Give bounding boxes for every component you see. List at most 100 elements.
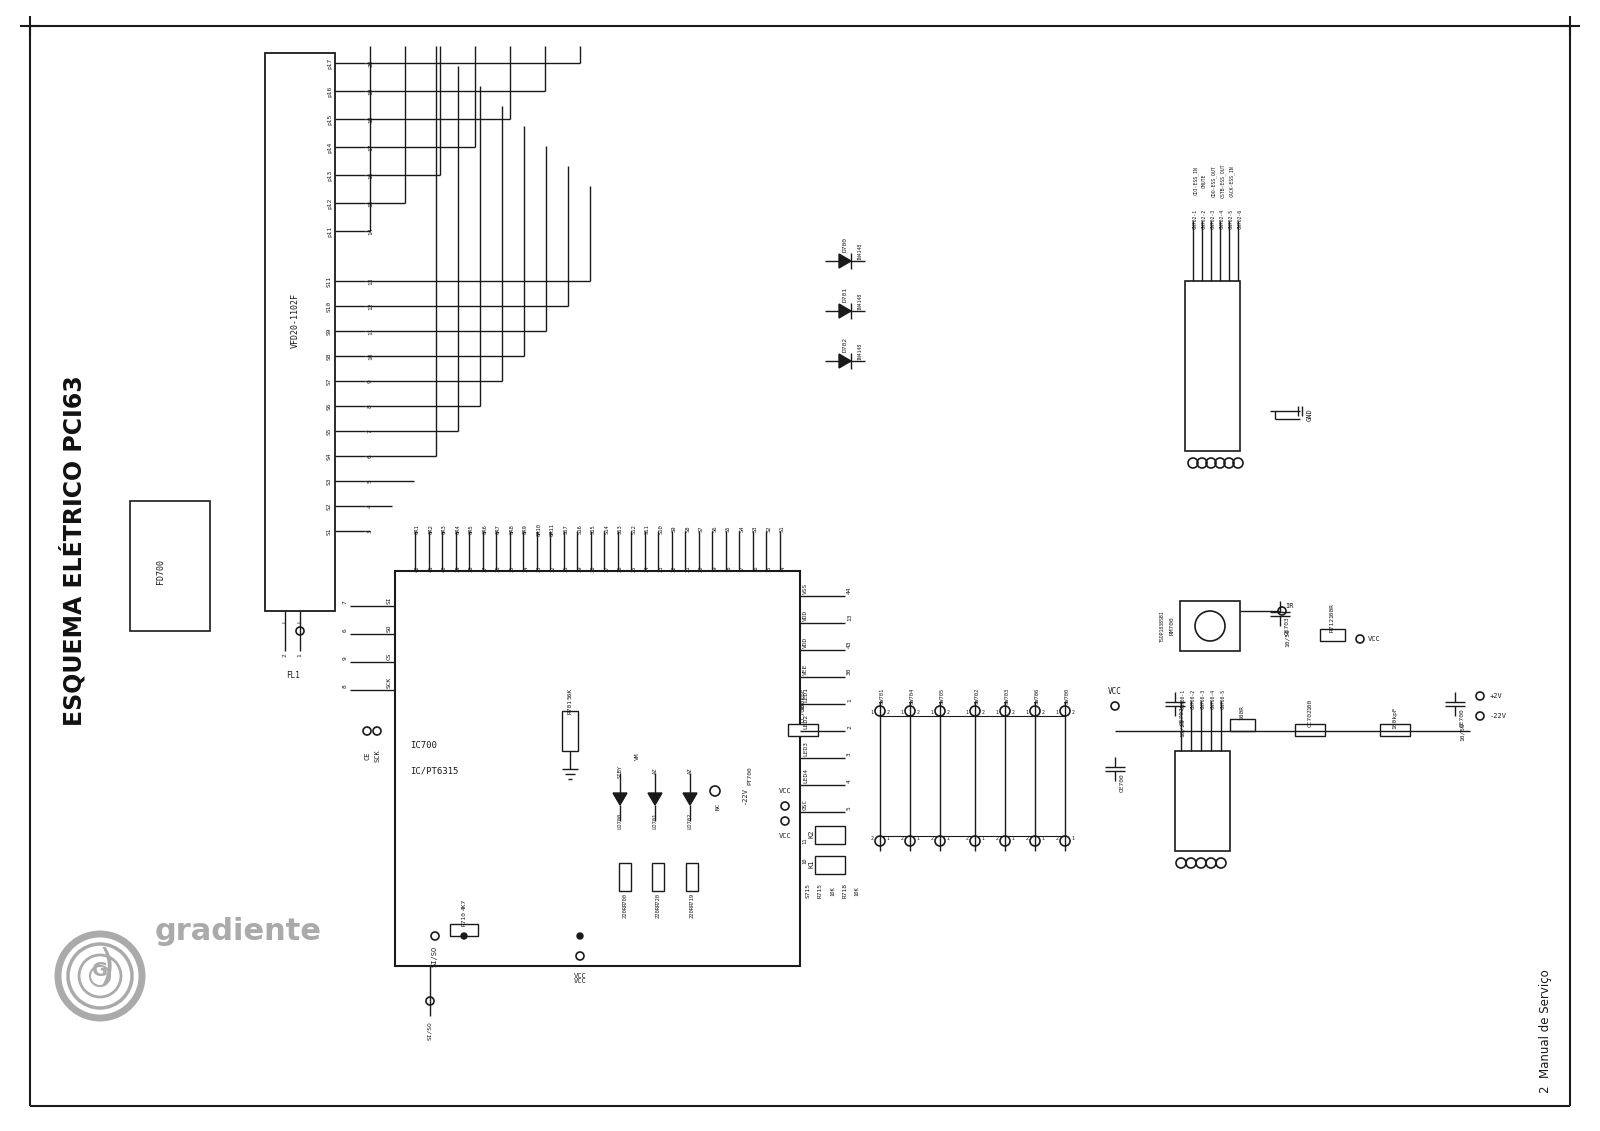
Text: gradiente: gradiente xyxy=(155,916,322,946)
Text: ): ) xyxy=(99,947,115,988)
Text: GR6: GR6 xyxy=(483,524,488,534)
Text: 4K7: 4K7 xyxy=(461,898,467,909)
Text: 29: 29 xyxy=(578,566,582,572)
Text: 1: 1 xyxy=(870,710,874,716)
Text: 2: 2 xyxy=(995,837,998,841)
Text: R715: R715 xyxy=(818,883,822,898)
Text: 18: 18 xyxy=(726,566,731,572)
Text: 33: 33 xyxy=(536,566,542,572)
Text: VCC: VCC xyxy=(1109,687,1122,696)
Text: VDD: VDD xyxy=(803,610,808,621)
Text: 3: 3 xyxy=(846,752,851,756)
Text: SW702: SW702 xyxy=(974,688,979,705)
Text: CN702-6: CN702-6 xyxy=(1238,209,1243,230)
Bar xyxy=(787,724,818,736)
Text: S10: S10 xyxy=(658,524,664,534)
Text: SCK: SCK xyxy=(374,750,381,762)
Text: 25: 25 xyxy=(632,566,637,572)
Text: SI: SI xyxy=(387,596,392,604)
Text: 1: 1 xyxy=(1072,837,1075,841)
Text: NC: NC xyxy=(715,802,720,810)
Text: S7: S7 xyxy=(326,378,333,385)
Text: 5: 5 xyxy=(846,806,851,810)
Text: CE: CE xyxy=(365,752,370,760)
Text: 1N4148: 1N4148 xyxy=(858,343,862,360)
Text: -22V: -22V xyxy=(742,787,749,804)
Text: CN702-2: CN702-2 xyxy=(1202,209,1206,230)
Text: VEE: VEE xyxy=(803,664,808,675)
Text: 20: 20 xyxy=(368,59,373,67)
Text: CN702-5: CN702-5 xyxy=(1229,209,1234,230)
Text: 12: 12 xyxy=(368,302,373,310)
Text: CN700-1: CN700-1 xyxy=(1181,689,1186,709)
Bar xyxy=(450,924,478,936)
Text: 56K: 56K xyxy=(568,688,573,699)
Text: 2: 2 xyxy=(283,653,288,657)
Text: 44: 44 xyxy=(846,587,851,594)
Bar xyxy=(1320,629,1346,641)
Text: 1N4148: 1N4148 xyxy=(858,293,862,310)
Text: K1: K1 xyxy=(810,860,814,869)
Text: 1: 1 xyxy=(947,837,949,841)
Text: LED4: LED4 xyxy=(803,768,808,783)
Bar xyxy=(395,571,800,966)
Text: D702: D702 xyxy=(843,337,848,353)
Text: 100R: 100R xyxy=(1240,706,1245,720)
Polygon shape xyxy=(613,793,627,805)
Text: 32: 32 xyxy=(550,566,555,572)
Text: S8: S8 xyxy=(685,526,690,533)
Text: D701: D701 xyxy=(843,287,848,302)
Text: S9: S9 xyxy=(672,526,677,533)
Text: CN700-3: CN700-3 xyxy=(1202,689,1206,709)
Bar xyxy=(814,826,845,844)
Polygon shape xyxy=(683,793,698,805)
Text: S11: S11 xyxy=(645,524,650,534)
Text: VDD: VDD xyxy=(803,637,808,648)
Text: 10/25: 10/25 xyxy=(1181,718,1186,737)
Text: AZ: AZ xyxy=(688,768,693,775)
Text: GR5: GR5 xyxy=(469,524,474,534)
Text: LD700: LD700 xyxy=(618,813,622,829)
Text: 10/50: 10/50 xyxy=(1459,723,1466,742)
Text: 40: 40 xyxy=(442,566,446,572)
Text: OSC: OSC xyxy=(803,798,808,810)
Bar xyxy=(653,863,664,891)
Text: 220R: 220R xyxy=(690,905,694,917)
Text: 2  Manual de Serviço: 2 Manual de Serviço xyxy=(1539,969,1552,1093)
Text: SI/SO: SI/SO xyxy=(427,1021,432,1039)
Text: TSOP1838SBI: TSOP1838SBI xyxy=(1160,611,1165,641)
Text: GR1: GR1 xyxy=(414,524,419,534)
Text: 2: 2 xyxy=(1042,710,1045,716)
Text: 1: 1 xyxy=(1042,837,1045,841)
Text: S5: S5 xyxy=(326,428,333,434)
Text: L: L xyxy=(298,619,302,623)
Text: S4: S4 xyxy=(326,452,333,459)
Text: 2: 2 xyxy=(947,710,949,716)
Text: 1N4148: 1N4148 xyxy=(858,242,862,260)
Text: S14: S14 xyxy=(605,524,610,534)
Text: 2: 2 xyxy=(886,710,890,716)
Text: 10: 10 xyxy=(368,352,373,360)
Text: ESQUEMA ELÉTRICO PCI63: ESQUEMA ELÉTRICO PCI63 xyxy=(59,375,86,726)
Bar xyxy=(1186,280,1240,451)
Text: 1: 1 xyxy=(298,653,302,657)
Text: S1: S1 xyxy=(326,527,333,535)
Bar xyxy=(686,863,698,891)
Text: S5: S5 xyxy=(726,526,731,533)
Text: GR7: GR7 xyxy=(496,524,501,534)
Text: LED3: LED3 xyxy=(803,741,808,756)
Text: 4: 4 xyxy=(846,779,851,783)
Text: p16: p16 xyxy=(326,85,333,96)
Text: 2: 2 xyxy=(846,725,851,729)
Text: 100kpF: 100kpF xyxy=(1392,707,1397,729)
Text: p11: p11 xyxy=(326,225,333,236)
Bar xyxy=(619,863,630,891)
Text: VCC: VCC xyxy=(574,978,586,984)
Text: 15: 15 xyxy=(368,199,373,207)
Text: CE702: CE702 xyxy=(1181,707,1186,725)
Text: 2: 2 xyxy=(931,837,933,841)
Text: S6: S6 xyxy=(712,526,717,533)
Text: 1: 1 xyxy=(846,698,851,702)
Text: VCC: VCC xyxy=(779,788,792,794)
Text: LED2: LED2 xyxy=(803,714,808,729)
